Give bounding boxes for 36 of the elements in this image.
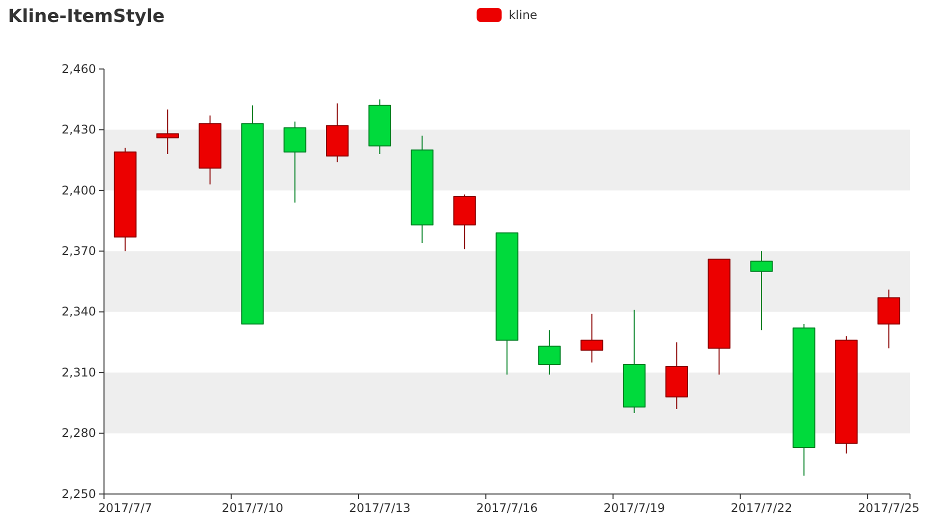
candlestick bbox=[665, 342, 688, 410]
x-tick-label: 2017/7/16 bbox=[476, 501, 538, 515]
candlestick bbox=[156, 108, 179, 154]
candlestick bbox=[496, 232, 518, 376]
x-tick-label: 2017/7/10 bbox=[222, 501, 284, 515]
y-tick-label: 2,400 bbox=[62, 183, 96, 198]
y-tick-label: 2,460 bbox=[62, 62, 96, 76]
legend-label: kline bbox=[508, 8, 538, 22]
x-tick-label: 2017/7/25 bbox=[858, 501, 920, 515]
chart-title: Kline-ItemStyle bbox=[8, 6, 165, 27]
candlestick bbox=[792, 324, 816, 476]
candlestick bbox=[538, 330, 561, 376]
x-tick-label: 2017/7/13 bbox=[348, 501, 410, 515]
candlestick bbox=[453, 194, 476, 250]
x-tick-label: 2017/7/19 bbox=[604, 501, 666, 515]
candlestick bbox=[198, 115, 222, 185]
x-tick-label: 2017/7/7 bbox=[98, 501, 152, 515]
candlestick bbox=[580, 313, 604, 363]
candlestick bbox=[326, 102, 349, 163]
x-tick-label: 2017/7/22 bbox=[730, 501, 792, 515]
candlestick bbox=[368, 98, 392, 154]
candlestick bbox=[708, 258, 730, 376]
candlestick bbox=[622, 309, 646, 414]
y-tick-label: 2,280 bbox=[62, 426, 96, 440]
candlestick bbox=[877, 289, 900, 349]
candlestick bbox=[241, 104, 264, 324]
candlestick bbox=[284, 121, 306, 204]
candlestick bbox=[410, 135, 434, 244]
y-tick-label: 2,250 bbox=[62, 486, 96, 501]
candlestick bbox=[114, 147, 137, 252]
y-tick-label: 2,430 bbox=[62, 122, 96, 137]
y-tick-label: 2,340 bbox=[62, 304, 96, 319]
candlestick bbox=[835, 336, 858, 454]
candlestick bbox=[750, 250, 773, 331]
y-tick-label: 2,370 bbox=[62, 244, 96, 258]
y-tick-label: 2,310 bbox=[62, 365, 96, 380]
